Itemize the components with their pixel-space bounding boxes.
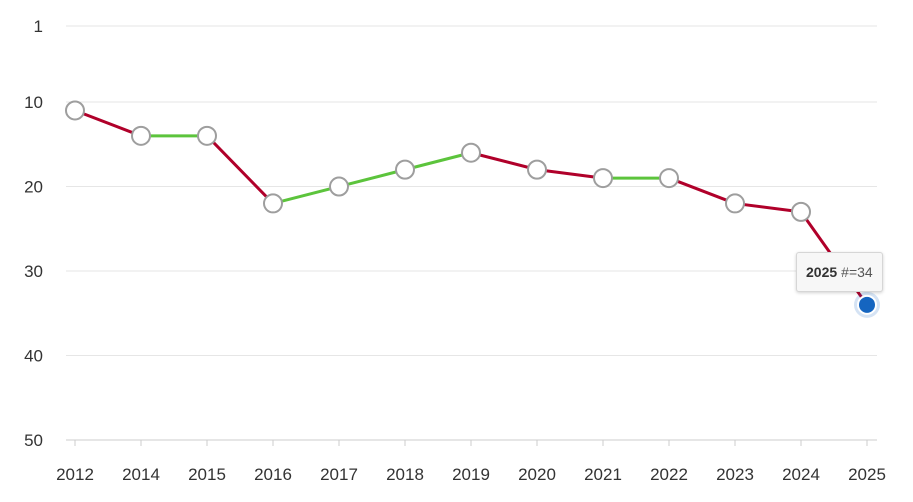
data-point[interactable] bbox=[527, 159, 547, 180]
y-tick-label: 1 bbox=[34, 17, 43, 36]
line-segment bbox=[271, 185, 341, 205]
data-point[interactable] bbox=[461, 142, 481, 163]
data-point[interactable] bbox=[593, 168, 613, 189]
data-point[interactable] bbox=[395, 159, 415, 180]
y-tick-label: 10 bbox=[24, 93, 43, 112]
y-tick-label: 40 bbox=[24, 347, 43, 366]
y-tick-label: 20 bbox=[24, 178, 43, 197]
x-tick-label: 2018 bbox=[386, 465, 424, 484]
data-point[interactable] bbox=[329, 176, 349, 197]
line-segment bbox=[667, 176, 737, 205]
line-segment bbox=[469, 151, 539, 172]
data-point[interactable] bbox=[197, 125, 217, 146]
grid-lines bbox=[66, 25, 877, 357]
x-tick-label: 2021 bbox=[584, 465, 622, 484]
x-tick-label: 2022 bbox=[650, 465, 688, 484]
tooltip-value: #=34 bbox=[841, 264, 873, 280]
line-segment bbox=[535, 168, 605, 180]
data-point-highlighted[interactable] bbox=[857, 294, 877, 315]
x-tick-label: 2024 bbox=[782, 465, 820, 484]
y-tick-label: 30 bbox=[24, 262, 43, 281]
line-segment bbox=[73, 108, 143, 138]
tooltip-year: 2025 bbox=[806, 264, 838, 280]
line-segments bbox=[73, 108, 869, 307]
x-tick-label: 2014 bbox=[122, 465, 160, 484]
y-axis: 1 10 20 30 40 50 bbox=[24, 17, 43, 450]
data-point[interactable] bbox=[725, 193, 745, 214]
data-point[interactable] bbox=[659, 168, 679, 189]
line-segment bbox=[337, 168, 407, 189]
data-points[interactable] bbox=[65, 100, 880, 318]
x-axis: 2012 2014 2015 2016 2017 2018 2019 2020 2021 2022… bbox=[56, 439, 886, 484]
tooltip: 2025 #=34 bbox=[796, 252, 883, 292]
x-tick-label: 2025 bbox=[848, 465, 886, 484]
y-tick-label: 50 bbox=[24, 431, 43, 450]
x-tick-label: 2012 bbox=[56, 465, 94, 484]
line-segment bbox=[403, 151, 473, 172]
data-point[interactable] bbox=[65, 100, 85, 121]
x-tick-label: 2019 bbox=[452, 465, 490, 484]
line-segment bbox=[733, 201, 803, 214]
data-point[interactable] bbox=[791, 201, 811, 222]
x-tick-label: 2015 bbox=[188, 465, 226, 484]
data-point[interactable] bbox=[263, 193, 283, 214]
x-tick-label: 2016 bbox=[254, 465, 292, 484]
x-tick-label: 2023 bbox=[716, 465, 754, 484]
line-segment bbox=[205, 134, 275, 205]
x-tick-label: 2020 bbox=[518, 465, 556, 484]
x-tick-label: 2017 bbox=[320, 465, 358, 484]
data-point[interactable] bbox=[131, 125, 151, 146]
